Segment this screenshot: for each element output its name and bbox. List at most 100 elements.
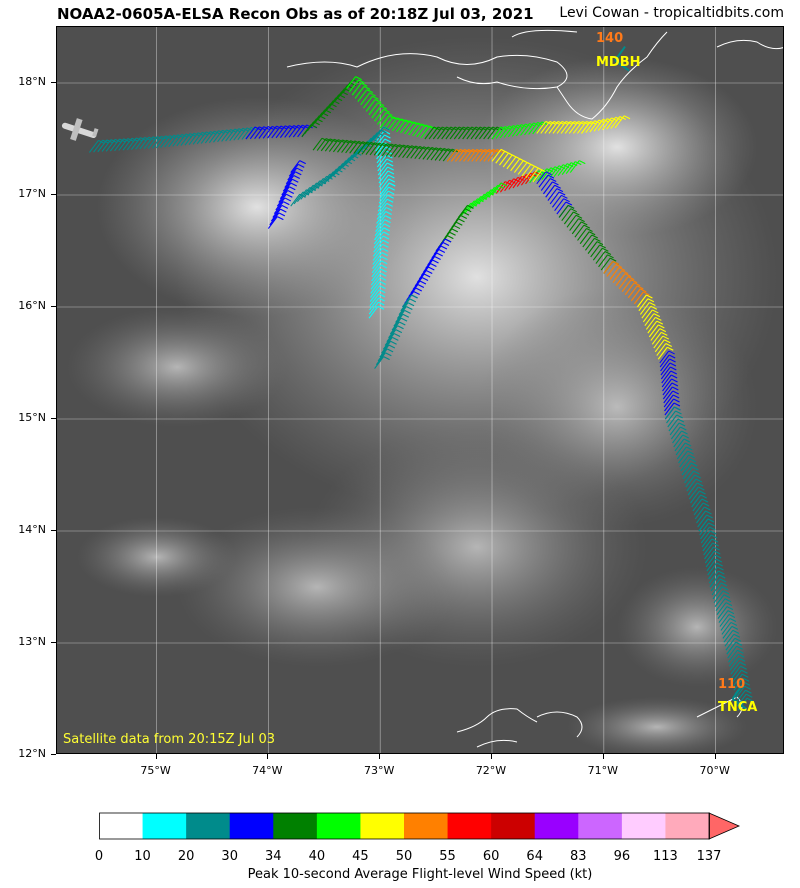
longitude-tick [379,754,381,759]
wind-barb [369,142,380,156]
wind-barb [676,446,687,460]
wind-barb-flag [741,673,749,678]
wind-barb-flag [333,171,340,176]
wind-barb [450,149,461,162]
wind-barb-flag [355,76,362,81]
wind-barb-flag [558,165,566,170]
wind-barb-flag [612,260,620,265]
wind-barb [466,126,477,140]
wind-barb [691,494,702,508]
wind-barb [377,143,388,156]
wind-barb [262,125,273,139]
wind-barb [515,123,526,137]
wind-barb [284,125,295,138]
wind-barb [376,112,387,125]
wind-barb [636,294,647,308]
wind-barb-flag [429,125,437,130]
wind-barb [241,127,252,140]
wind-barb-flag [724,598,732,603]
wind-barb [389,321,400,335]
wind-barb-flag [509,179,516,184]
wind-barb-flag [547,174,555,179]
wind-barb-flag [718,574,726,579]
wind-barb [663,394,674,408]
wind-barb-flag [658,324,665,329]
wind-barb-flag [383,223,391,228]
wind-barb-flag [538,170,545,175]
wind-barb [357,89,368,102]
wind-barb-flag [415,287,422,292]
colorbar-segment [665,813,710,839]
wind-barb-flag [678,422,686,427]
wind-barb-flag [558,191,566,196]
wind-barb [595,251,606,264]
wind-barb [376,154,387,168]
wind-barb-flag [292,178,299,183]
wind-barb [592,247,603,261]
wind-barb-flag [306,189,313,194]
wind-barb [118,138,129,151]
wind-barb [479,149,490,162]
wind-barb [719,614,730,627]
wind-barb-flag [374,98,382,103]
wind-barb-flag [546,168,554,173]
wind-barb-flag [438,249,446,253]
wind-barb [708,570,719,584]
wind-barb [360,92,371,106]
wind-barb [348,79,359,93]
wind-barb [372,256,382,270]
wind-barb [379,182,390,196]
wind-barb-flag [380,272,387,277]
wind-barb [385,143,396,157]
wind-barb-flag [399,321,406,326]
wind-barb [538,174,549,188]
wind-barb-flag [342,162,349,167]
latitude-label: 16°N [18,299,46,312]
wind-barb [495,126,506,139]
colorbar-title: Peak 10-second Average Flight-level Wind… [247,867,593,882]
wind-barb [273,201,284,214]
wind-barb [459,149,469,162]
wind-barb-flag [380,268,387,273]
map-panel[interactable] [56,26,784,754]
wind-barb-flag [636,285,644,290]
wind-barb-flag [322,178,330,183]
wind-barb [297,124,308,138]
wind-barb-flag [470,202,478,207]
wind-barb-flag [287,189,295,194]
wind-barb-flag [378,297,385,302]
wind-barb-flag [390,340,397,345]
wind-barb [610,116,621,129]
wind-barb [379,186,390,200]
wind-barb [711,582,722,596]
wind-barb [645,317,656,330]
wind-barb-flag [386,348,394,353]
wind-barb [377,198,388,212]
wind-barb-flag [339,165,346,170]
wind-barb [603,261,614,274]
wind-barb-flag [723,594,731,599]
wind-barb [378,170,389,184]
wind-barb [267,125,277,139]
wind-barb [499,179,510,193]
wind-barb [386,329,397,342]
wind-barb [387,117,398,131]
wind-barb-flag [504,181,512,186]
wind-barb [382,337,393,350]
wind-barb-flag [379,280,387,285]
wind-barb-flag [284,197,292,202]
wind-barb-flag [299,193,306,198]
longitude-tick [602,754,604,759]
wind-barb [408,122,419,136]
colorbar-tick-label: 50 [395,849,413,864]
wind-barb [462,126,473,140]
wind-barb [422,147,433,160]
wind-barb [682,466,693,480]
wind-barb-flag [351,154,359,159]
wind-barb-flag [383,126,390,131]
wind-barb [254,126,265,139]
wind-barb [660,358,670,372]
wind-barb-flag [451,228,459,233]
wind-barb [664,406,675,420]
wind-barb [702,538,713,552]
